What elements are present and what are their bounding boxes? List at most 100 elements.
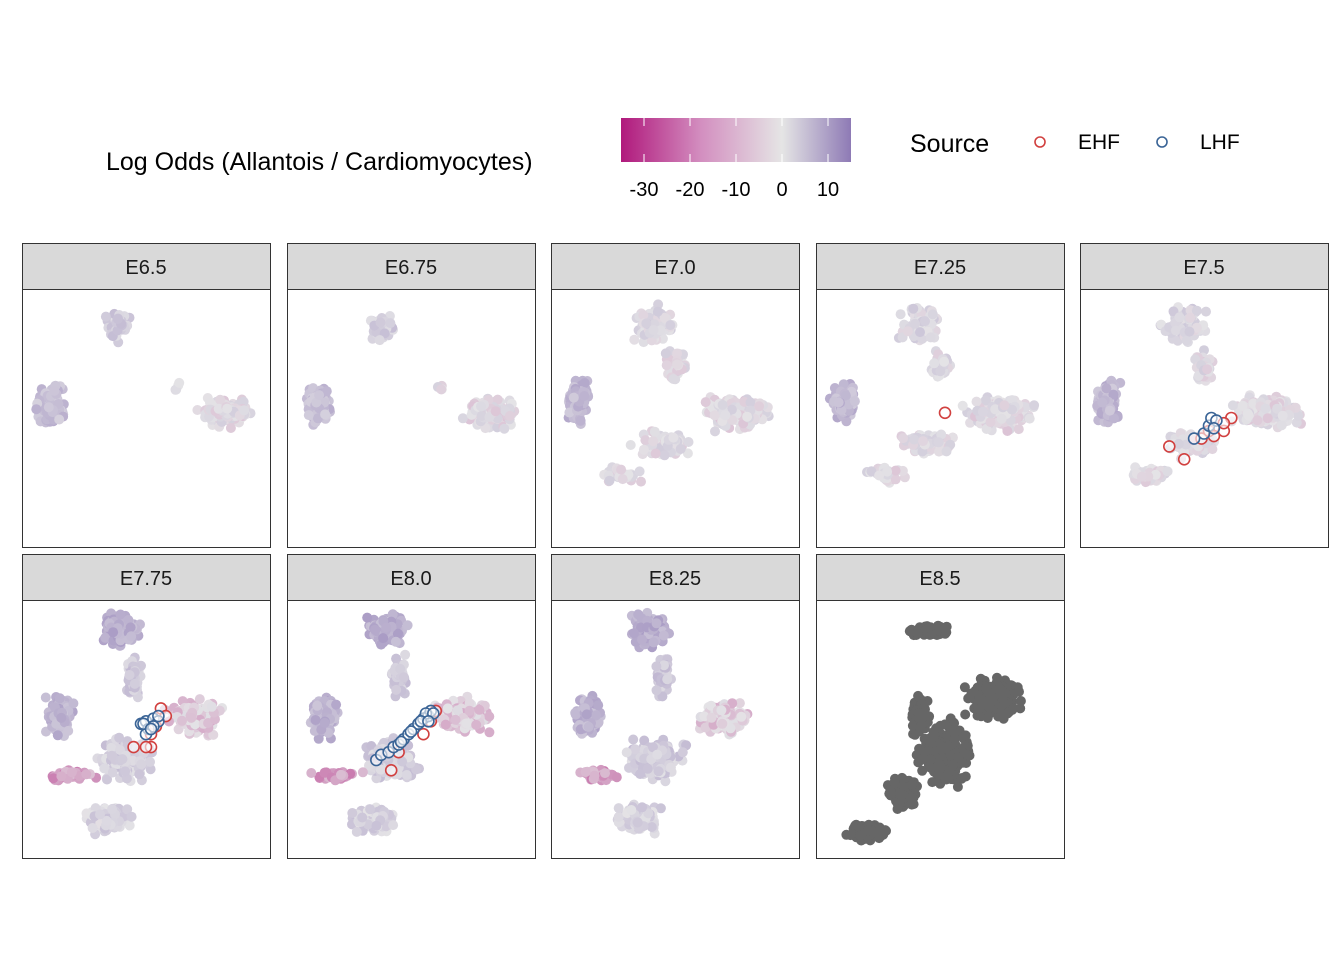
cell-point bbox=[706, 712, 717, 723]
cell-point bbox=[875, 828, 886, 838]
cell-point bbox=[1173, 438, 1184, 449]
cell-point bbox=[1260, 403, 1271, 414]
cell-point bbox=[56, 771, 67, 782]
cell-point bbox=[54, 414, 65, 425]
cell-point bbox=[996, 413, 1007, 424]
cell-point bbox=[313, 733, 324, 744]
cell-point bbox=[107, 767, 118, 778]
cell-point bbox=[106, 742, 117, 753]
cell-point bbox=[935, 366, 946, 377]
cell-point bbox=[630, 744, 641, 755]
cell-point bbox=[668, 374, 679, 384]
cell-point bbox=[1227, 400, 1238, 411]
cell-point bbox=[174, 377, 185, 388]
cell-point bbox=[677, 747, 688, 758]
cell-point bbox=[652, 749, 663, 760]
cell-point bbox=[613, 803, 624, 814]
cell-point bbox=[398, 672, 409, 683]
cell-point bbox=[1237, 400, 1248, 411]
cell-point bbox=[303, 410, 314, 421]
cell-point bbox=[659, 660, 669, 671]
cell-point bbox=[637, 634, 647, 645]
cell-point bbox=[648, 325, 659, 335]
cell-points bbox=[563, 299, 774, 487]
cell-point bbox=[100, 632, 111, 643]
cell-point bbox=[736, 711, 747, 722]
cell-point bbox=[936, 429, 947, 440]
cell-point bbox=[637, 802, 648, 813]
cell-point bbox=[727, 698, 738, 709]
cell-point bbox=[1162, 466, 1173, 477]
cell-point bbox=[754, 401, 765, 412]
cell-point bbox=[890, 474, 901, 485]
cell-point bbox=[682, 448, 693, 459]
cell-point bbox=[66, 767, 77, 778]
cell-point bbox=[626, 805, 637, 815]
cell-point bbox=[120, 766, 131, 777]
facet-panel-E8-5: E8.5 bbox=[816, 554, 1065, 859]
cell-point bbox=[651, 685, 662, 696]
cell-point bbox=[370, 624, 380, 635]
source-legend-title: Source bbox=[910, 130, 989, 158]
cell-point bbox=[126, 631, 137, 642]
cell-point bbox=[727, 415, 738, 426]
cell-point bbox=[665, 762, 676, 773]
cell-point bbox=[726, 404, 737, 415]
cell-point bbox=[658, 630, 669, 641]
cell-point bbox=[874, 470, 885, 481]
color-legend-ticks: -30 -20 -10 0 10 bbox=[630, 118, 839, 201]
cell-point bbox=[902, 326, 913, 337]
ehf-point bbox=[127, 740, 140, 754]
cell-point bbox=[920, 316, 930, 327]
cell-point bbox=[375, 317, 386, 328]
cell-point bbox=[490, 406, 501, 417]
cell-point bbox=[177, 715, 187, 726]
cell-point bbox=[1109, 413, 1119, 424]
cell-point bbox=[476, 401, 486, 412]
cell-point bbox=[646, 822, 657, 832]
cell-point bbox=[43, 402, 54, 413]
cell-point bbox=[745, 397, 756, 408]
facet-strip-label: E6.75 bbox=[385, 257, 437, 279]
source-legend-items: EHF LHF bbox=[1034, 131, 1240, 154]
cell-point bbox=[122, 804, 133, 815]
cell-point bbox=[306, 768, 317, 778]
cell-point bbox=[206, 701, 217, 712]
cell-point bbox=[889, 778, 900, 789]
cell-point bbox=[659, 450, 670, 461]
cell-point bbox=[653, 299, 664, 310]
cell-point bbox=[683, 437, 694, 447]
cell-point bbox=[855, 830, 866, 841]
cell-point bbox=[371, 820, 382, 831]
source-legend: Source EHF LHF bbox=[910, 130, 1240, 158]
cell-point bbox=[1202, 364, 1213, 375]
cell-point bbox=[742, 411, 753, 422]
cell-point bbox=[628, 734, 639, 745]
cell-points bbox=[841, 620, 1026, 846]
facet-panel-E7-25: E7.25 bbox=[816, 243, 1065, 548]
cell-point bbox=[866, 466, 877, 477]
lhf-point bbox=[404, 725, 418, 738]
facet-strip-label: E7.25 bbox=[914, 257, 966, 279]
cell-point bbox=[336, 769, 346, 780]
cell-point bbox=[436, 384, 447, 395]
cell-point bbox=[357, 812, 368, 823]
cell-point bbox=[915, 327, 925, 338]
cell-point bbox=[648, 637, 659, 648]
cell-point bbox=[442, 703, 453, 714]
cell-point bbox=[927, 309, 938, 320]
cell-point bbox=[632, 817, 643, 828]
cell-point bbox=[476, 410, 487, 421]
cell-point bbox=[570, 709, 581, 720]
cell-point bbox=[392, 628, 403, 639]
cell-point bbox=[314, 390, 325, 401]
cell-point bbox=[638, 310, 649, 321]
cell-point bbox=[629, 334, 640, 345]
facet-strip bbox=[551, 243, 800, 290]
cell-point bbox=[720, 410, 731, 421]
cell-point bbox=[321, 386, 332, 397]
cell-point bbox=[628, 628, 639, 639]
cell-point bbox=[672, 359, 683, 370]
facet-panel-E7-5: E7.5 bbox=[1080, 243, 1329, 548]
